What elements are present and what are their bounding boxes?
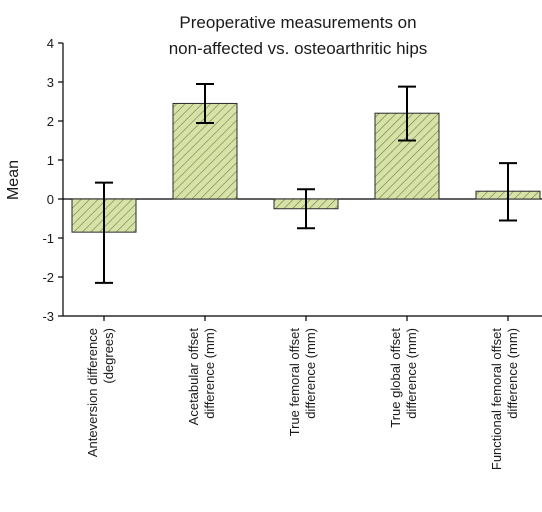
x-category-label: difference (mm) (505, 328, 520, 419)
y-tick-label: 2 (47, 114, 54, 129)
chart-title-line-1: Preoperative measurements on (179, 13, 416, 32)
y-tick-label: 4 (47, 36, 54, 51)
x-category-label: Functional femoral offset (489, 328, 504, 470)
y-tick-label: 3 (47, 75, 54, 90)
y-tick-label: 0 (47, 192, 54, 207)
x-category-label: True global offset (388, 328, 403, 428)
x-category-label: Acetabular offset (186, 328, 201, 426)
x-category-label: difference (mm) (404, 328, 419, 419)
x-category-label: difference (mm) (303, 328, 318, 419)
y-tick-label: -3 (42, 309, 54, 324)
chart-title-line-2: non-affected vs. osteoarthritic hips (169, 39, 428, 58)
x-category-label: (degrees) (101, 328, 116, 384)
x-category-label: difference (mm) (202, 328, 217, 419)
x-category-label: True femoral offset (287, 328, 302, 437)
y-tick-label: -2 (42, 270, 54, 285)
x-category-label: Anteversion difference (85, 328, 100, 457)
plot-area: -3 -2 -1 0 1 2 3 4 Anteversion difference (degree… (42, 36, 542, 470)
y-tick-label: -1 (42, 231, 54, 246)
y-axis-title: Mean (5, 160, 22, 200)
y-tick-label: 1 (47, 153, 54, 168)
